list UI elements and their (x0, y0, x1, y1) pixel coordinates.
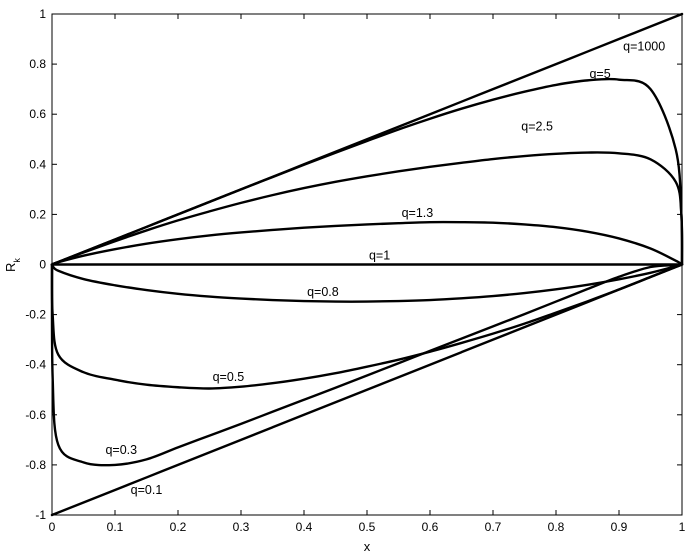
y-tick-label: -1 (35, 508, 46, 522)
series-label-q-1-3: q=1.3 (402, 206, 434, 220)
y-tick-label: -0.4 (25, 358, 46, 372)
series-line-q-0-5 (50, 263, 684, 390)
x-axis-label: x (364, 539, 371, 554)
y-tick-label: -0.8 (25, 458, 46, 472)
y-tick-label: 0.2 (29, 207, 46, 221)
series-label-q-0-5: q=0.5 (213, 370, 245, 384)
x-tick-label: 0 (49, 520, 56, 534)
series-label-q-0-3: q=0.3 (105, 443, 137, 457)
svg-text:Rk: Rk (3, 258, 22, 272)
y-axis-label-subscript: k (12, 258, 22, 263)
x-tick-label: 0.4 (296, 520, 313, 534)
curve-labels: q=1000 q=5 q=2.5 q=1.3 q=1 q=0.8 q=0.5 q=0.3 q=0… (105, 40, 665, 497)
y-tick-label: -0.6 (25, 408, 46, 422)
series-line-q-5 (50, 77, 684, 266)
series-label-q-1000: q=1000 (623, 40, 665, 54)
y-tick-label: 1 (39, 7, 46, 21)
x-tick-label: 0.8 (548, 520, 565, 534)
series-label-q-1: q=1 (369, 249, 390, 263)
x-tick-label: 0.7 (485, 520, 502, 534)
y-axis-label-main: R (3, 263, 18, 272)
series-line-q-0-1 (50, 263, 684, 517)
y-tick-label: 0 (39, 258, 46, 272)
y-axis: -1 -0.8 -0.6 -0.4 -0.2 0 0.2 0.4 0.6 0.8 1 (25, 7, 682, 522)
series-label-q-0-8: q=0.8 (307, 285, 339, 299)
series-label-q-0-1: q=0.1 (131, 483, 163, 497)
y-tick-label: 0.8 (29, 57, 46, 71)
chart-series (50, 12, 684, 517)
x-tick-label: 0.9 (611, 520, 628, 534)
x-tick-label: 0.3 (233, 520, 250, 534)
series-line-q-1-3 (50, 220, 684, 266)
y-tick-label: 0.4 (29, 157, 46, 171)
x-tick-label: 0.2 (170, 520, 187, 534)
series-line-q-2-5 (50, 151, 684, 266)
series-line-q-0-3 (50, 263, 684, 467)
x-axis: 0 0.1 0.2 0.3 0.4 0.5 0.6 0.7 0.8 0.9 1 (49, 14, 686, 534)
series-label-q-5: q=5 (589, 67, 610, 81)
x-tick-label: 0.6 (422, 520, 439, 534)
x-tick-label: 0.1 (107, 520, 124, 534)
series-line-q-0-8 (50, 263, 684, 303)
y-tick-label: -0.2 (25, 308, 46, 322)
x-tick-label: 0.5 (359, 520, 376, 534)
x-tick-label: 1 (679, 520, 686, 534)
series-label-q-2-5: q=2.5 (521, 120, 553, 134)
y-axis-label: Rk (3, 258, 22, 272)
y-tick-label: 0.6 (29, 107, 46, 121)
